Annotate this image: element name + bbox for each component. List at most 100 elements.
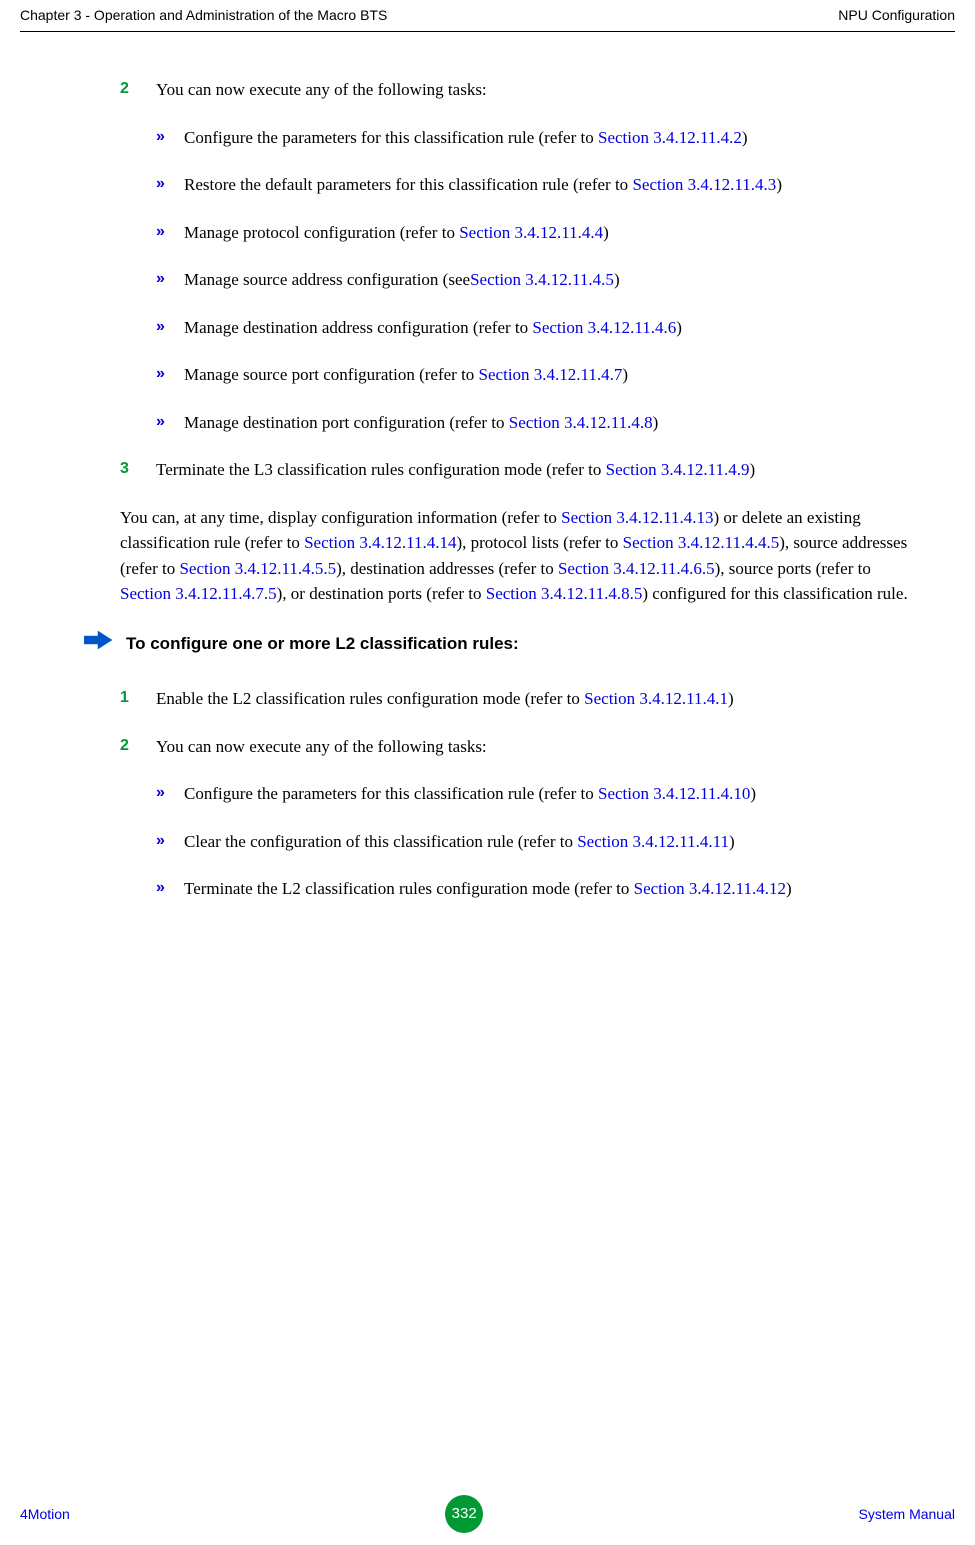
- section-header: To configure one or more L2 classificati…: [84, 629, 915, 659]
- sub-post: ): [622, 365, 628, 384]
- section-link[interactable]: Section 3.4.12.11.4.3: [632, 175, 776, 194]
- step-text: Terminate the L3 classification rules co…: [156, 457, 915, 483]
- l2-1-post: ): [728, 689, 734, 708]
- section-link[interactable]: Section 3.4.12.11.4.9: [606, 460, 750, 479]
- section-link[interactable]: Section 3.4.12.11.4.6.5: [558, 559, 715, 578]
- sub-post: ): [729, 832, 735, 851]
- section-link[interactable]: Section 3.4.12.11.4.6: [532, 318, 676, 337]
- page-number-badge: 332: [445, 1495, 483, 1533]
- sub-item: » Clear the configuration of this classi…: [156, 829, 915, 855]
- para-text: ) configured for this classification rul…: [642, 584, 907, 603]
- sub-item: » Terminate the L2 classification rules …: [156, 876, 915, 902]
- sub-item: » Restore the default parameters for thi…: [156, 172, 915, 198]
- step-l2-2: 2 You can now execute any of the followi…: [120, 734, 915, 760]
- sub-text: Configure the parameters for this classi…: [184, 125, 915, 151]
- sub-post: ): [603, 223, 609, 242]
- section-link[interactable]: Section 3.4.12.11.4.1: [584, 689, 728, 708]
- step3-pre: Terminate the L3 classification rules co…: [156, 460, 606, 479]
- sub-text: Configure the parameters for this classi…: [184, 781, 915, 807]
- sub-text: Terminate the L2 classification rules co…: [184, 876, 915, 902]
- sub-pre: Terminate the L2 classification rules co…: [184, 879, 634, 898]
- sub-list-l3: » Configure the parameters for this clas…: [156, 125, 915, 436]
- section-link[interactable]: Section 3.4.12.11.4.7.5: [120, 584, 277, 603]
- chevron-icon: »: [156, 362, 184, 388]
- section-link[interactable]: Section 3.4.12.11.4.12: [634, 879, 786, 898]
- sub-post: ): [614, 270, 620, 289]
- step-3: 3 Terminate the L3 classification rules …: [120, 457, 915, 483]
- step-number: 3: [120, 457, 156, 483]
- sub-text: Manage destination address configuration…: [184, 315, 915, 341]
- sub-post: ): [750, 784, 756, 803]
- page: Chapter 3 - Operation and Administration…: [0, 0, 975, 902]
- step-l2-1: 1 Enable the L2 classification rules con…: [120, 686, 915, 712]
- sub-item: » Configure the parameters for this clas…: [156, 781, 915, 807]
- section-link[interactable]: Section 3.4.12.11.4.4: [459, 223, 603, 242]
- footer-right: System Manual: [859, 1504, 955, 1525]
- paragraph: You can, at any time, display configurat…: [120, 505, 915, 607]
- footer-left: 4Motion: [20, 1504, 70, 1525]
- para-text: ), or destination ports (refer to: [277, 584, 486, 603]
- sub-pre: Manage source address configuration (see: [184, 270, 470, 289]
- sub-text: Clear the configuration of this classifi…: [184, 829, 915, 855]
- sub-list-l2: » Configure the parameters for this clas…: [156, 781, 915, 902]
- chevron-icon: »: [156, 781, 184, 807]
- sub-text: Restore the default parameters for this …: [184, 172, 915, 198]
- sub-item: » Manage source address configuration (s…: [156, 267, 915, 293]
- sub-pre: Restore the default parameters for this …: [184, 175, 632, 194]
- para-text: ), source ports (refer to: [715, 559, 871, 578]
- section-link[interactable]: Section 3.4.12.11.4.7: [479, 365, 623, 384]
- section-link[interactable]: Section 3.4.12.11.4.5.5: [179, 559, 336, 578]
- sub-pre: Manage destination address configuration…: [184, 318, 532, 337]
- step-2: 2 You can now execute any of the followi…: [120, 77, 915, 103]
- step-number: 2: [120, 734, 156, 760]
- chevron-icon: »: [156, 220, 184, 246]
- sub-post: ): [786, 879, 792, 898]
- section-link[interactable]: Section 3.4.12.11.4.5: [470, 270, 614, 289]
- sub-pre: Configure the parameters for this classi…: [184, 784, 598, 803]
- sub-pre: Manage destination port configuration (r…: [184, 413, 509, 432]
- para-text: You can, at any time, display configurat…: [120, 508, 561, 527]
- sub-pre: Manage source port configuration (refer …: [184, 365, 479, 384]
- sub-item: » Manage source port configuration (refe…: [156, 362, 915, 388]
- section-link[interactable]: Section 3.4.12.11.4.14: [304, 533, 456, 552]
- step-text: You can now execute any of the following…: [156, 77, 915, 103]
- section-link[interactable]: Section 3.4.12.11.4.8: [509, 413, 653, 432]
- step-text: You can now execute any of the following…: [156, 734, 915, 760]
- para-text: ), destination addresses (refer to: [336, 559, 558, 578]
- step3-post: ): [750, 460, 756, 479]
- sub-post: ): [742, 128, 748, 147]
- content-area: 2 You can now execute any of the followi…: [20, 77, 955, 902]
- header-right: NPU Configuration: [838, 5, 955, 26]
- chevron-icon: »: [156, 267, 184, 293]
- sub-post: ): [676, 318, 682, 337]
- section-link[interactable]: Section 3.4.12.11.4.11: [577, 832, 729, 851]
- l2-1-pre: Enable the L2 classification rules confi…: [156, 689, 584, 708]
- sub-item: » Manage protocol configuration (refer t…: [156, 220, 915, 246]
- step-number: 1: [120, 686, 156, 712]
- page-header: Chapter 3 - Operation and Administration…: [20, 0, 955, 32]
- section-link[interactable]: Section 3.4.12.11.4.2: [598, 128, 742, 147]
- section-link[interactable]: Section 3.4.12.11.4.13: [561, 508, 713, 527]
- section-link[interactable]: Section 3.4.12.11.4.4.5: [623, 533, 780, 552]
- sub-pre: Manage protocol configuration (refer to: [184, 223, 459, 242]
- section-title: To configure one or more L2 classificati…: [126, 631, 519, 657]
- sub-pre: Clear the configuration of this classifi…: [184, 832, 577, 851]
- sub-text: Manage destination port configuration (r…: [184, 410, 915, 436]
- header-left: Chapter 3 - Operation and Administration…: [20, 5, 387, 26]
- sub-item: » Configure the parameters for this clas…: [156, 125, 915, 151]
- arrow-icon: [84, 629, 112, 659]
- sub-text: Manage source address configuration (see…: [184, 267, 915, 293]
- chevron-icon: »: [156, 410, 184, 436]
- para-text: ), protocol lists (refer to: [456, 533, 622, 552]
- section-link[interactable]: Section 3.4.12.11.4.10: [598, 784, 750, 803]
- chevron-icon: »: [156, 829, 184, 855]
- sub-post: ): [776, 175, 782, 194]
- sub-item: » Manage destination address configurati…: [156, 315, 915, 341]
- sub-item: » Manage destination port configuration …: [156, 410, 915, 436]
- chevron-icon: »: [156, 315, 184, 341]
- sub-text: Manage source port configuration (refer …: [184, 362, 915, 388]
- step-number: 2: [120, 77, 156, 103]
- chevron-icon: »: [156, 876, 184, 902]
- sub-pre: Configure the parameters for this classi…: [184, 128, 598, 147]
- section-link[interactable]: Section 3.4.12.11.4.8.5: [486, 584, 643, 603]
